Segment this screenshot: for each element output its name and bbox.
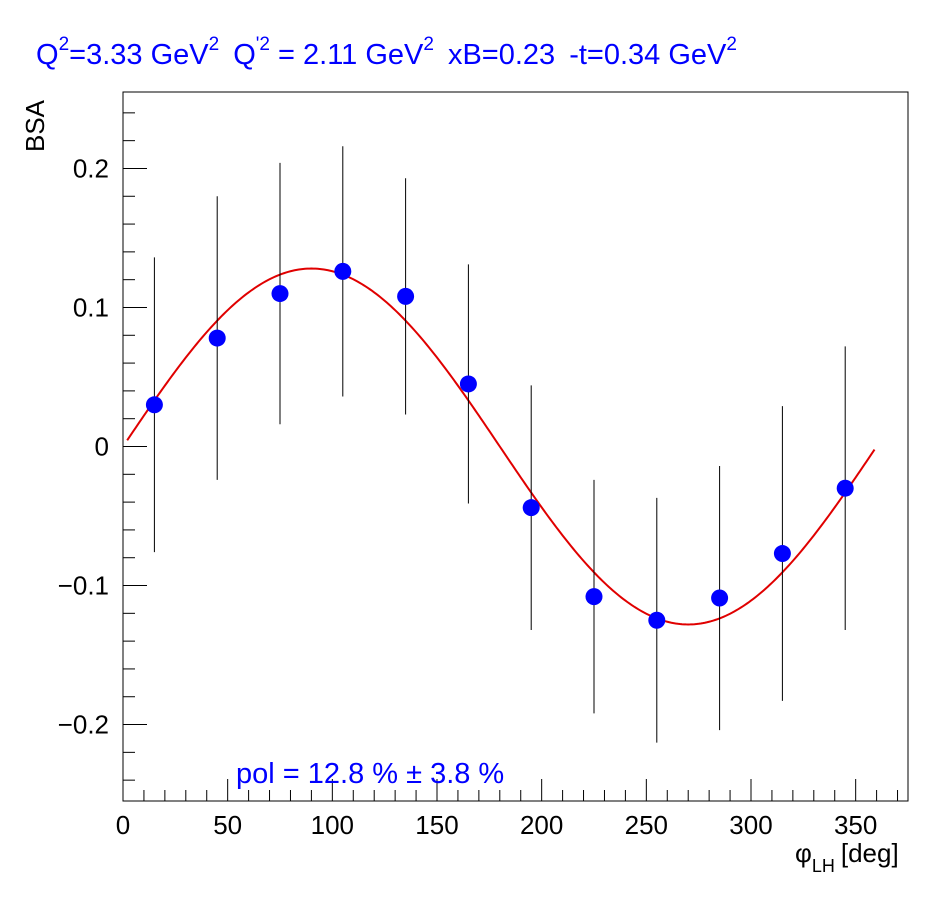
data-point xyxy=(648,611,666,629)
plot-frame xyxy=(122,91,909,802)
y-tick-label: 0.1 xyxy=(73,292,109,322)
title-xb: xB=0.23 xyxy=(448,39,555,71)
title-q2-label: Q xyxy=(36,39,59,71)
chart-title: Q2=3.33 GeV2 Q'2 = 2.11 GeV2 xB=0.23 -t=0.3… xyxy=(36,34,737,71)
x-tick-label: 350 xyxy=(834,810,877,840)
fit-layer xyxy=(126,267,876,626)
x-axis-label-symbol: φ xyxy=(795,838,812,868)
data-point xyxy=(145,396,163,414)
data-point xyxy=(773,545,791,563)
y-tick-label: 0 xyxy=(95,432,109,462)
data-point xyxy=(397,287,415,305)
data-point xyxy=(208,329,226,347)
x-axis-label-unit: [deg] xyxy=(841,838,899,868)
y-tick-label: −0.2 xyxy=(58,710,109,740)
data-point xyxy=(334,262,352,280)
data-points xyxy=(145,262,854,629)
x-tick-label: 250 xyxy=(625,810,668,840)
x-tick-label: 300 xyxy=(729,810,772,840)
x-tick-label: 50 xyxy=(213,810,242,840)
y-tick-label: 0.2 xyxy=(73,153,109,183)
x-tick-label: 150 xyxy=(415,810,458,840)
title-qp2-value: = 2.11 GeV xyxy=(270,39,424,71)
title-qp2-sup: '2 xyxy=(256,34,270,55)
axis-tick-labels: 0 50 100 150 200 250 300 350 −0.2 −0.1 0 0.1 0.2 xyxy=(58,153,878,840)
polarization-annotation: pol = 12.8 % ± 3.8 % xyxy=(236,758,504,790)
title-q2-value: =3.33 GeV xyxy=(69,39,209,71)
title-qp2-unit-sup: 2 xyxy=(423,34,434,55)
x-axis-label: φLH [deg] xyxy=(795,838,899,876)
x-tick-label: 100 xyxy=(311,810,354,840)
x-axis-label-sub: LH xyxy=(812,856,835,876)
title-qp2-label: Q xyxy=(233,39,256,71)
data-point xyxy=(836,479,854,497)
y-axis-label: BSA xyxy=(20,99,50,152)
fit-curve xyxy=(126,267,876,626)
x-tick-label: 0 xyxy=(116,810,130,840)
error-bars xyxy=(153,146,846,743)
data-point xyxy=(585,588,603,606)
axis-ticks xyxy=(122,112,899,801)
title-q2-unit-sup: 2 xyxy=(209,34,220,55)
title-t-unit-sup: 2 xyxy=(726,34,737,55)
data-point xyxy=(271,285,289,303)
data-point xyxy=(711,589,729,607)
data-point xyxy=(522,499,540,517)
title-q2-sup: 2 xyxy=(59,34,70,55)
data-point xyxy=(459,375,477,393)
title-t-value: -t=0.34 GeV xyxy=(569,39,727,71)
x-tick-label: 200 xyxy=(520,810,563,840)
y-tick-label: −0.1 xyxy=(58,571,109,601)
